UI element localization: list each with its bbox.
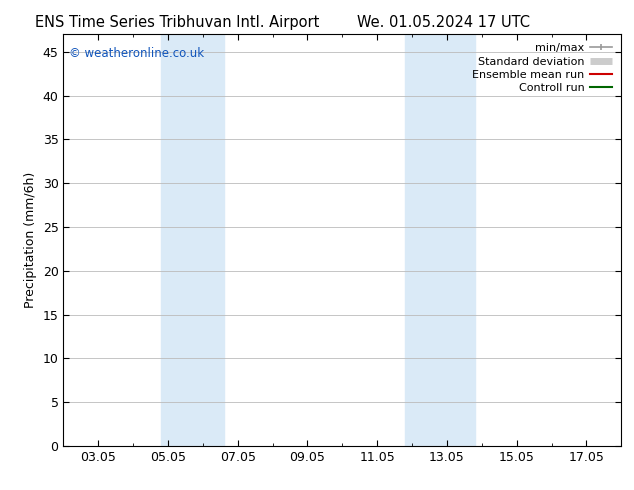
Bar <box>405 34 475 446</box>
Text: ENS Time Series Tribhuvan Intl. Airport: ENS Time Series Tribhuvan Intl. Airport <box>36 15 320 30</box>
Y-axis label: Precipitation (mm/6h): Precipitation (mm/6h) <box>24 172 37 308</box>
Legend: min/max, Standard deviation, Ensemble mean run, Controll run: min/max, Standard deviation, Ensemble me… <box>469 40 616 97</box>
Bar <box>161 34 224 446</box>
Text: We. 01.05.2024 17 UTC: We. 01.05.2024 17 UTC <box>358 15 530 30</box>
Text: © weatheronline.co.uk: © weatheronline.co.uk <box>69 47 204 60</box>
